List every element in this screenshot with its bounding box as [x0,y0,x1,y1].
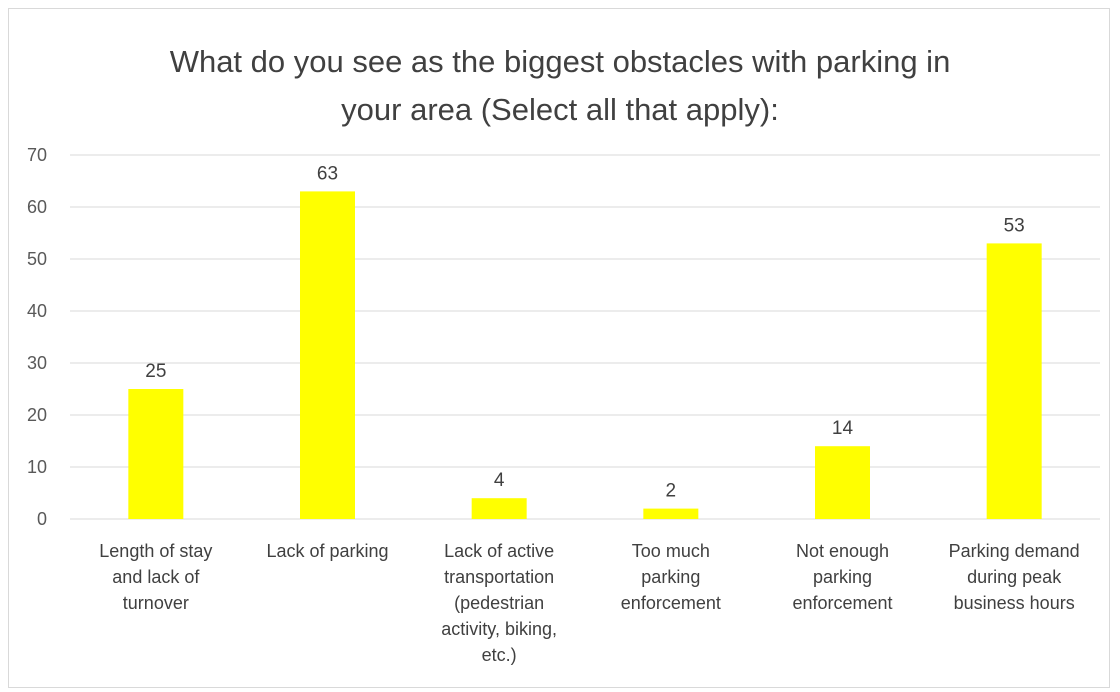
y-tick-label: 40 [27,301,47,321]
data-label: 4 [494,470,505,491]
category-label-line: parking [813,567,872,587]
category-label: Length of stay and lack of turnover [99,541,212,613]
category-label-line: enforcement [621,593,721,613]
data-label: 63 [317,163,338,184]
category-label-line: Lack of parking [266,541,388,561]
category-label-line: Length of stay [99,541,212,561]
data-label: 25 [145,361,166,382]
category-label: Not enough parking enforcement [792,541,892,613]
category-label-line: transportation [444,567,554,587]
bar [643,508,699,519]
category-label-line: (pedestrian [454,593,544,613]
data-label: 14 [832,418,854,439]
data-label: 53 [1004,215,1025,236]
category-label-line: business hours [954,593,1075,613]
category-label-line: etc.) [482,645,517,665]
y-tick-label: 70 [27,145,47,165]
chart-title-line-1: What do you see as the biggest obstacles… [169,44,951,79]
y-tick-label: 50 [27,249,47,269]
category-label-line: and lack of [112,567,200,587]
category-label: Too much parking enforcement [621,541,721,613]
category-label: Parking demand during peak business hours [949,541,1080,613]
chart-title: What do you see as the biggest obstacles… [0,38,1120,134]
category-label: Lack of active transportation (pedestrian a… [441,541,557,665]
category-label-line: Not enough [796,541,889,561]
category-label-line: Lack of active [444,541,554,561]
bar [986,243,1042,519]
y-tick-label: 30 [27,353,47,373]
bar [300,191,355,519]
chart-frame [8,8,1110,688]
bar [815,446,870,519]
category-label-line: activity, biking, [441,619,557,639]
category-label-line: enforcement [792,593,892,613]
category-label-line: turnover [123,593,189,613]
data-label: 2 [666,481,677,502]
y-tick-label: 20 [27,405,47,425]
category-label-line: parking [641,567,700,587]
category-label-line: during peak [967,567,1062,587]
category-label: Lack of parking [266,541,388,561]
y-tick-label: 10 [27,457,47,477]
y-tick-label: 60 [27,197,47,217]
chart-title-line-2: your area (Select all that apply): [341,92,779,127]
bar [471,498,527,519]
category-label-line: Too much [632,541,710,561]
category-label-line: Parking demand [949,541,1080,561]
bar [128,389,184,519]
y-tick-label: 0 [37,509,47,529]
